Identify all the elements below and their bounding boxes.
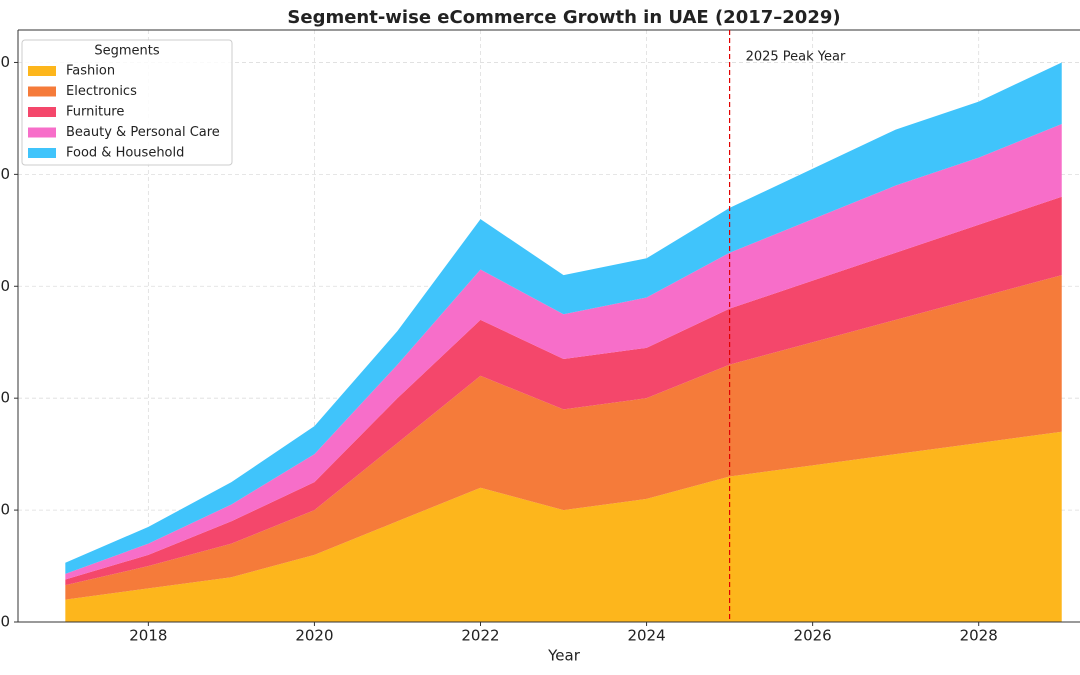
- legend-label: Fashion: [66, 64, 115, 79]
- legend-label: Electronics: [66, 84, 137, 99]
- y-tick-label: 40: [0, 165, 10, 183]
- y-tick-label: 50: [0, 53, 10, 71]
- area: [65, 196, 1062, 586]
- annotation-text: 2025 Peak Year: [746, 50, 846, 65]
- legend-label: Beauty & Personal Care: [66, 125, 220, 140]
- y-tick-label: 30: [0, 277, 10, 295]
- x-tick-label: 2026: [794, 627, 832, 645]
- legend-label: Food & Household: [66, 146, 184, 161]
- x-tick-label: 2022: [461, 627, 499, 645]
- x-tick-label: 2020: [295, 627, 333, 645]
- legend-label: Furniture: [66, 105, 124, 120]
- y-tick-label: 20: [0, 389, 10, 407]
- y-tick-label: 10: [0, 501, 10, 519]
- area: [65, 275, 1062, 600]
- chart-title: Segment-wise eCommerce Growth in UAE (20…: [287, 7, 840, 28]
- area: [65, 431, 1062, 622]
- area: [65, 62, 1062, 574]
- x-axis-label: Year: [547, 647, 581, 665]
- legend-swatch: [28, 86, 56, 97]
- x-tick-label: 2028: [960, 627, 998, 645]
- legend-swatch: [28, 66, 56, 76]
- area: [65, 124, 1062, 580]
- x-tick-label: 2024: [627, 627, 665, 645]
- legend-swatch: [28, 127, 56, 138]
- x-tick-label: 2018: [129, 627, 167, 645]
- legend-title: Segments: [94, 44, 160, 59]
- legend-swatch: [28, 107, 56, 117]
- y-tick-label: 0: [0, 613, 10, 631]
- legend-box: [21, 39, 233, 166]
- legend-swatch: [28, 148, 56, 158]
